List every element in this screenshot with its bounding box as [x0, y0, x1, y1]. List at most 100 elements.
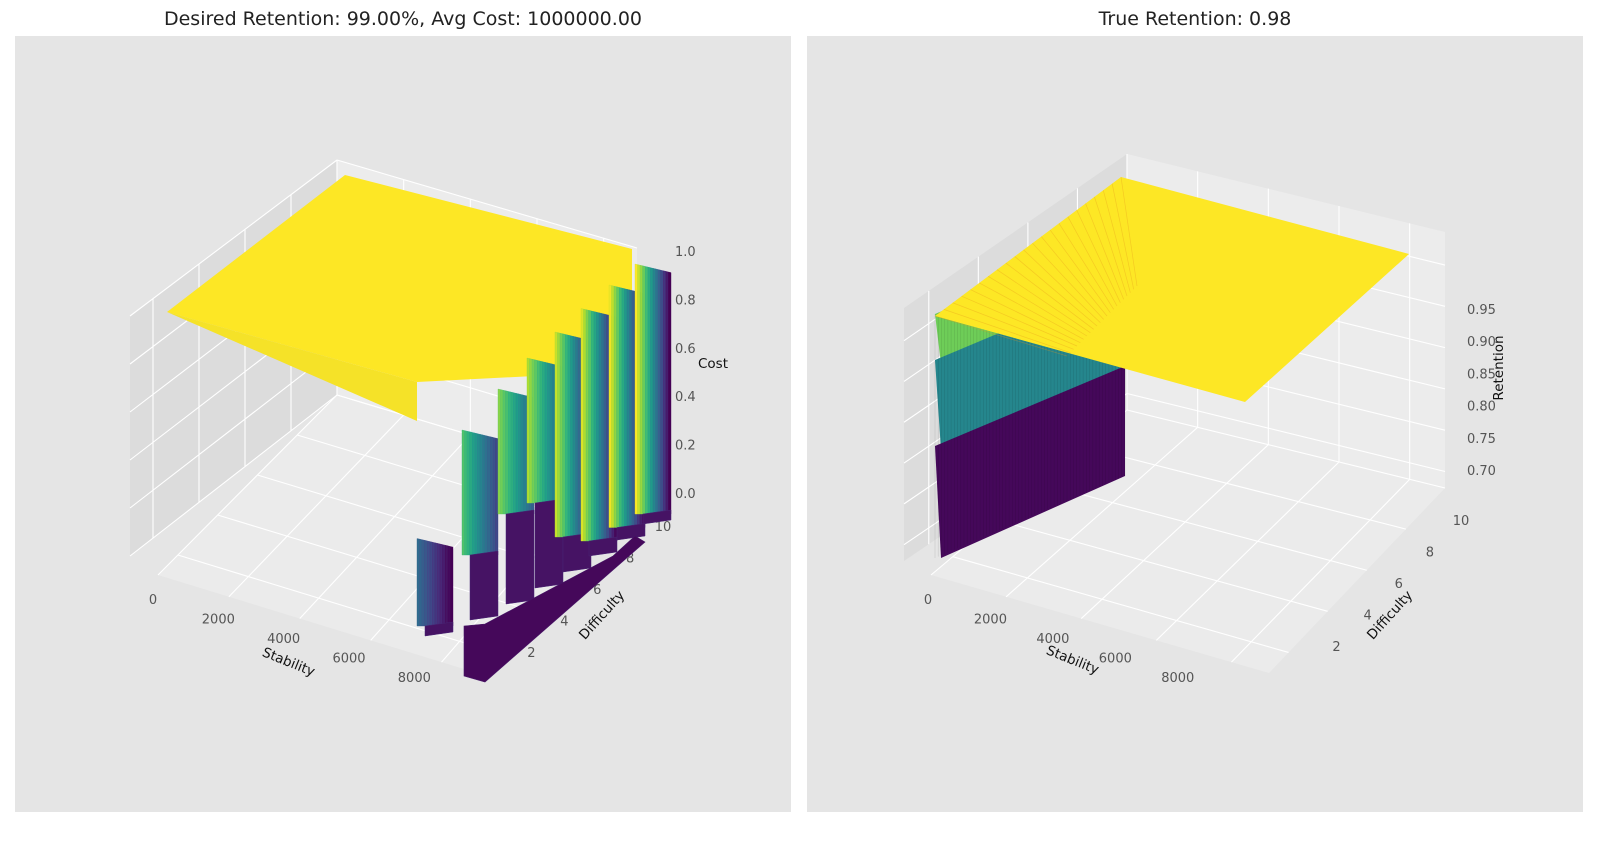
x-tick-label: 8000 [398, 671, 431, 686]
cost-step-strip [668, 271, 672, 515]
cost-step-strip [424, 540, 428, 627]
z-tick-label: 0.85 [1467, 367, 1496, 382]
cost-step-strip [450, 546, 454, 627]
retention-plateau-mesh [996, 269, 1091, 333]
cost-step-strip [529, 358, 533, 504]
cost-step-strip [580, 308, 584, 542]
cost-step-strip [508, 391, 512, 515]
right-chart-panel: 0 2000 4000 6000 8000 2 4 6 8 10 0.70 0.75 0.80 0.85 0… [807, 36, 1583, 812]
floor-grid-x [1155, 461, 1340, 641]
retention-plateau-mesh [1094, 196, 1128, 297]
x-tick-label: 4000 [1036, 632, 1069, 647]
retention-plateau-mesh [943, 309, 1071, 353]
cost-step-strip [647, 266, 651, 515]
floor-grid-x [1005, 426, 1199, 598]
y-tick-label: 4 [560, 615, 568, 630]
cost-step-strip [447, 545, 451, 627]
retention-plateau-mesh [961, 295, 1078, 347]
x-axis-label: Stability [260, 645, 317, 681]
z-tick-label: 0.95 [1467, 303, 1496, 318]
back-grid-z [1126, 392, 1446, 473]
z-axis-label: Retention [1491, 335, 1507, 400]
z-tick-label: 0.0 [675, 487, 696, 502]
cost-step-strip [497, 388, 501, 515]
cost-step-strip [663, 270, 667, 515]
retention-plateau-mesh [1049, 229, 1111, 313]
cost-step-strip [510, 391, 514, 515]
retention-plateau-mesh [1076, 209, 1121, 303]
retention-plateau-mesh [952, 302, 1074, 350]
z-tick-label: 0.80 [1467, 400, 1496, 415]
cost-step-strip [567, 334, 571, 538]
cost-step-strip [492, 437, 496, 556]
cost-step-strip [537, 360, 541, 504]
left-chart-title: Desired Retention: 99.00%, Avg Cost: 100… [163, 8, 642, 30]
cost-step-strip [616, 286, 620, 528]
floor-grid-x [1231, 478, 1411, 663]
left-surface-plot: 0 2000 4000 6000 8000 2 4 6 8 10 0.0 0.2 0.4 0.6 0.8 1.… [129, 159, 728, 686]
cost-step-strip [472, 432, 476, 556]
cost-step-base [616, 523, 646, 541]
retention-plateau-mesh [979, 282, 1084, 340]
y-tick-label: 6 [593, 583, 601, 598]
cost-step-strip [520, 394, 524, 515]
floor-grid-y [1126, 409, 1446, 489]
y-tick-label: 10 [655, 520, 672, 535]
cost-step-strip [419, 538, 423, 627]
retention-plateau-mesh [1067, 216, 1118, 307]
cost-step-strip [626, 289, 630, 528]
cost-plateau-edge [167, 312, 417, 421]
cost-step-strip [439, 543, 443, 627]
right-chart-title: True Retention: 0.98 [1098, 8, 1292, 30]
z-tick-label: 1.0 [675, 245, 696, 260]
cost-step-strip [660, 269, 664, 515]
x-tick-label: 2000 [202, 613, 235, 628]
cost-step-strip [500, 389, 504, 515]
y-tick-label: 10 [1453, 514, 1470, 529]
cost-step-strip [477, 433, 481, 556]
cost-step-strip [657, 269, 661, 515]
cost-step-strip [655, 268, 659, 515]
cost-step-strip [482, 434, 486, 556]
cost-step-strip [513, 392, 517, 515]
retention-wall-band [935, 366, 1125, 558]
z-tick-label: 0.8 [675, 293, 696, 308]
y-tick-label: 2 [1332, 640, 1340, 655]
retention-plateau-mesh [1014, 256, 1098, 327]
y-tick-label: 6 [1395, 577, 1403, 592]
cost-step-strip [432, 541, 436, 627]
cost-step-strip [515, 393, 519, 515]
cost-step-strip [598, 312, 602, 542]
cost-step-base [642, 509, 672, 525]
retention-plateau-mesh [934, 315, 1068, 357]
floor-grid-x [228, 414, 405, 598]
cost-step-strip [427, 540, 431, 627]
x-tick-label: 6000 [332, 652, 365, 667]
cost-step-strip [593, 311, 597, 542]
side-grid-z [129, 159, 338, 317]
cost-step-strip [611, 285, 615, 528]
retention-plateau-mesh [987, 275, 1088, 337]
cost-step-strip [621, 287, 625, 528]
cost-plateau-top [167, 175, 632, 382]
x-tick-label: 0 [924, 593, 932, 608]
y-tick-label: 2 [527, 646, 535, 661]
x-tick-label: 0 [149, 593, 157, 608]
left-chart-panel: 0 2000 4000 6000 8000 2 4 6 8 10 0.0 0.2 0.4 0.6 0.8 1.… [15, 36, 791, 812]
retention-plateau-mesh [1085, 203, 1124, 300]
cost-step-strip [631, 290, 635, 528]
z-tick-label: 0.70 [1467, 464, 1496, 479]
cost-step-strip [490, 436, 494, 556]
z-tick-label: 0.75 [1467, 432, 1496, 447]
retention-plateau-mesh [1102, 190, 1131, 293]
floor-grid-x [157, 394, 338, 576]
side-grid-z [129, 394, 338, 557]
retention-plateau-mesh [1120, 176, 1138, 287]
floor-grid-y [1039, 482, 1367, 571]
floor-grid-y [996, 519, 1328, 612]
cost-step-strip [608, 284, 612, 528]
cost-step-strip [464, 430, 468, 556]
x-tick-label: 6000 [1099, 652, 1132, 667]
y-tick-label: 8 [626, 552, 634, 567]
